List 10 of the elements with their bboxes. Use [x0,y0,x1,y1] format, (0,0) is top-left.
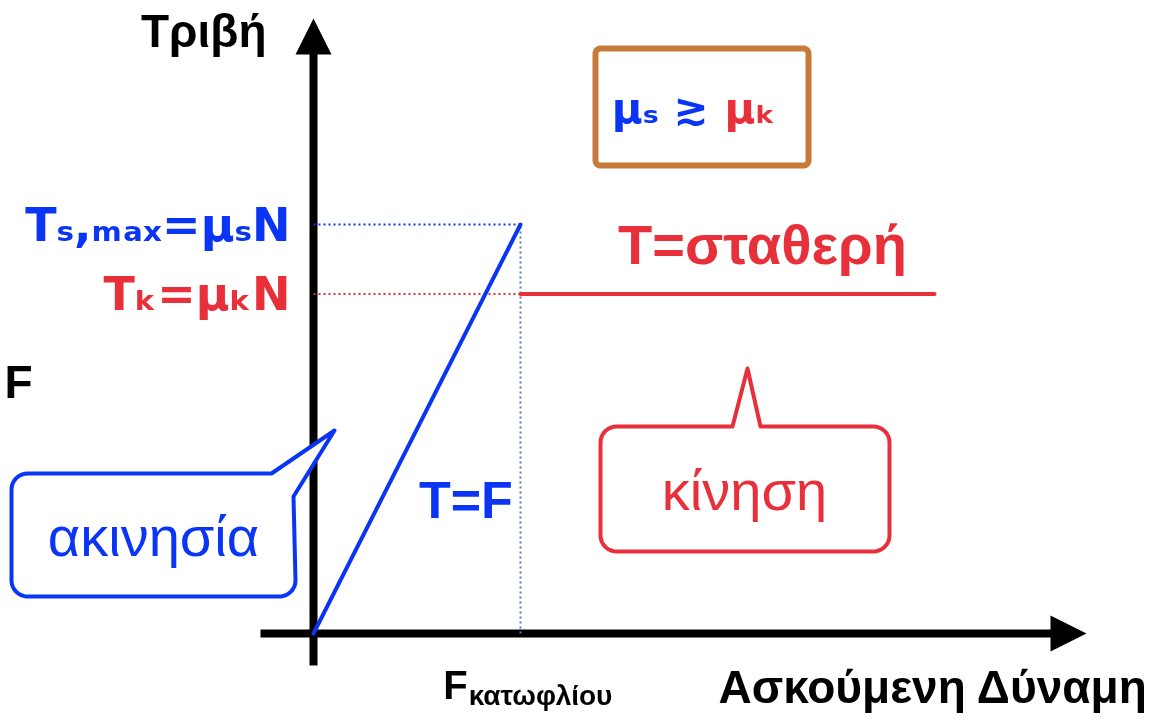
text: F [4,355,33,408]
ref-line-label: Tₛ,ₘₐₓ=μₛN [25,197,291,252]
annotation: κίνηση [661,459,828,522]
series-label: T=σταθερή [618,212,907,276]
y-axis-title: Τριβή [140,4,267,57]
text: ακινησία [47,505,260,568]
x-axis-title: Ασκούμενη Δύναμη [718,660,1147,713]
text: μₛ ≳ μₖ [611,84,776,133]
ref-line-label: Tₖ=μₖN [103,267,291,322]
series-label: T=F [418,471,513,530]
